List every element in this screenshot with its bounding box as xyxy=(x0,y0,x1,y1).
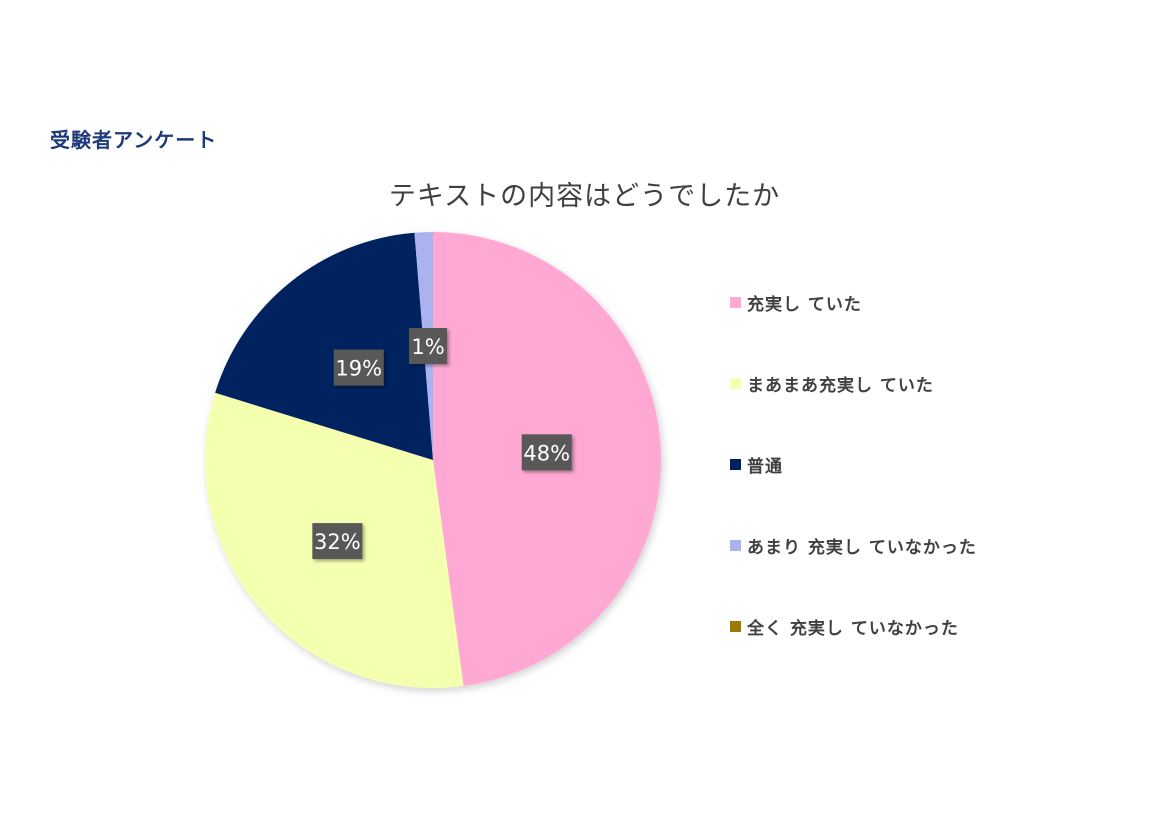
legend-item-3: 普通 xyxy=(730,452,783,477)
data-label-4: 1% xyxy=(409,328,447,364)
legend-swatch xyxy=(730,621,741,632)
legend-item-2: まあまあ充実し ていた xyxy=(730,371,934,396)
svg-text:48%: 48% xyxy=(523,441,570,465)
pie-slices xyxy=(204,232,662,688)
chart-title: テキストの内容はどうでしたか xyxy=(388,181,781,212)
legend-label: 普通 xyxy=(747,457,783,477)
legend-swatch xyxy=(730,378,741,389)
legend-label: 充実し ていた xyxy=(747,295,862,315)
page-title: 受験者アンケート xyxy=(50,128,218,152)
legend-swatch xyxy=(730,459,741,470)
legend-label: あまり 充実し ていなかった xyxy=(747,538,977,558)
legend-label: まあまあ充実し ていた xyxy=(747,376,934,396)
svg-text:1%: 1% xyxy=(411,335,444,359)
legend-label: 全く 充実し ていなかった xyxy=(747,619,959,639)
svg-text:32%: 32% xyxy=(314,530,361,554)
data-label-3: 19% xyxy=(333,349,384,386)
legend-item-1: 充実し ていた xyxy=(730,290,862,315)
legend-swatch xyxy=(730,540,741,551)
pie-slice-3 xyxy=(215,232,433,460)
legend-item-4: あまり 充実し ていなかった xyxy=(730,533,977,558)
data-label-1: 48% xyxy=(521,434,572,471)
legend-swatch xyxy=(730,297,741,308)
svg-text:19%: 19% xyxy=(335,357,382,381)
data-label-2: 32% xyxy=(312,523,363,560)
legend-item-5: 全く 充実し ていなかった xyxy=(730,614,959,639)
